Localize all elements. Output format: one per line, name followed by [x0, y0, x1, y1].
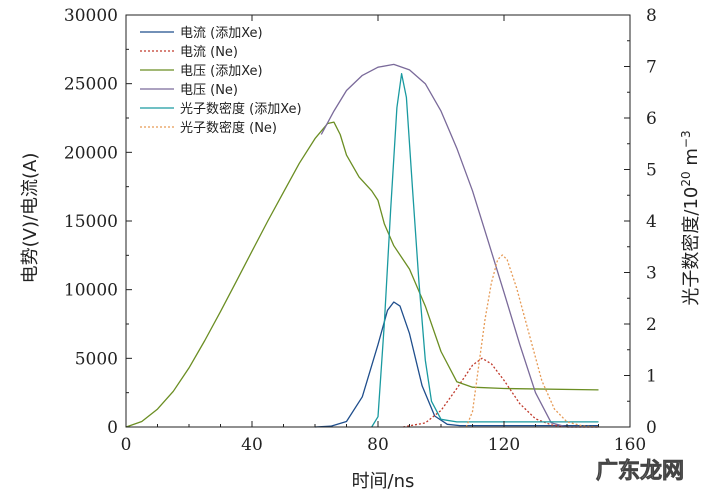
x-tick-label-4: 160	[614, 435, 646, 455]
y-right-tick-label-8: 8	[646, 6, 657, 26]
x-tick-label-0: 0	[121, 435, 132, 455]
series-line-5	[371, 73, 599, 428]
y-right-tick-label-3: 3	[646, 264, 657, 284]
watermark: 广东龙网	[596, 458, 684, 484]
axes-layer: 0 40 80 120 16005000100001500020000250003000…	[64, 6, 657, 455]
x-axis-title: 时间/ns	[352, 471, 415, 492]
y-right-tick-label-0: 0	[646, 418, 657, 438]
y-left-tick-label-4: 20000	[64, 143, 118, 163]
y-right-tick-label-6: 6	[646, 109, 657, 129]
legend-label-3: 电压 (添加Xe)	[180, 64, 263, 79]
legend-label-4: 电压 (Ne)	[180, 83, 238, 98]
y-axis-right-title-prefix: 光子数密度/10	[681, 187, 702, 306]
y-axis-right-title-sup1: 20	[679, 171, 693, 186]
plot-background	[126, 15, 630, 427]
y-axis-right-title-sup2: −3	[679, 130, 693, 148]
series-line-1	[314, 301, 599, 428]
legend-label-2: 电流 (Ne)	[180, 45, 238, 60]
y-right-tick-label-2: 2	[646, 315, 657, 335]
y-right-tick-label-4: 4	[646, 212, 657, 232]
y-right-tick-label-5: 5	[646, 161, 657, 181]
legend-label-1: 电流 (添加Xe)	[180, 26, 263, 41]
series-line-3	[125, 121, 599, 428]
legend-label-6: 光子数密度 (Ne)	[180, 120, 277, 136]
y-left-tick-label-3: 15000	[64, 212, 118, 232]
y-right-tick-label-7: 7	[646, 58, 657, 78]
x-tick-label-1: 40	[241, 435, 263, 455]
y-left-tick-label-1: 5000	[75, 349, 118, 369]
series-layer	[125, 63, 599, 428]
y-axis-left-title: 电势(V)/电流(A)	[20, 153, 41, 284]
y-right-tick-label-1: 1	[646, 367, 657, 387]
y-left-tick-label-5: 25000	[64, 75, 118, 95]
plot-area	[126, 15, 630, 427]
y-left-tick-label-0: 0	[107, 418, 118, 438]
series-line-6	[465, 254, 599, 428]
y-axis-right-title-mid: m	[681, 148, 702, 171]
x-tick-label-3: 120	[488, 435, 520, 455]
series-line-2	[403, 357, 599, 428]
legend-label-5: 光子数密度 (添加Xe)	[180, 101, 302, 117]
y-left-tick-label-2: 10000	[64, 281, 118, 301]
legend: 电流 (添加Xe) 电流 (Ne) 电压 (添加Xe) 电压 (Ne) 光子数密度 (添…	[140, 26, 302, 136]
y-axis-right-title: 光子数密度/1020 m−3	[679, 130, 702, 305]
y-left-tick-label-6: 30000	[64, 6, 118, 26]
x-tick-label-2: 80	[367, 435, 389, 455]
series-line-4	[320, 63, 599, 428]
